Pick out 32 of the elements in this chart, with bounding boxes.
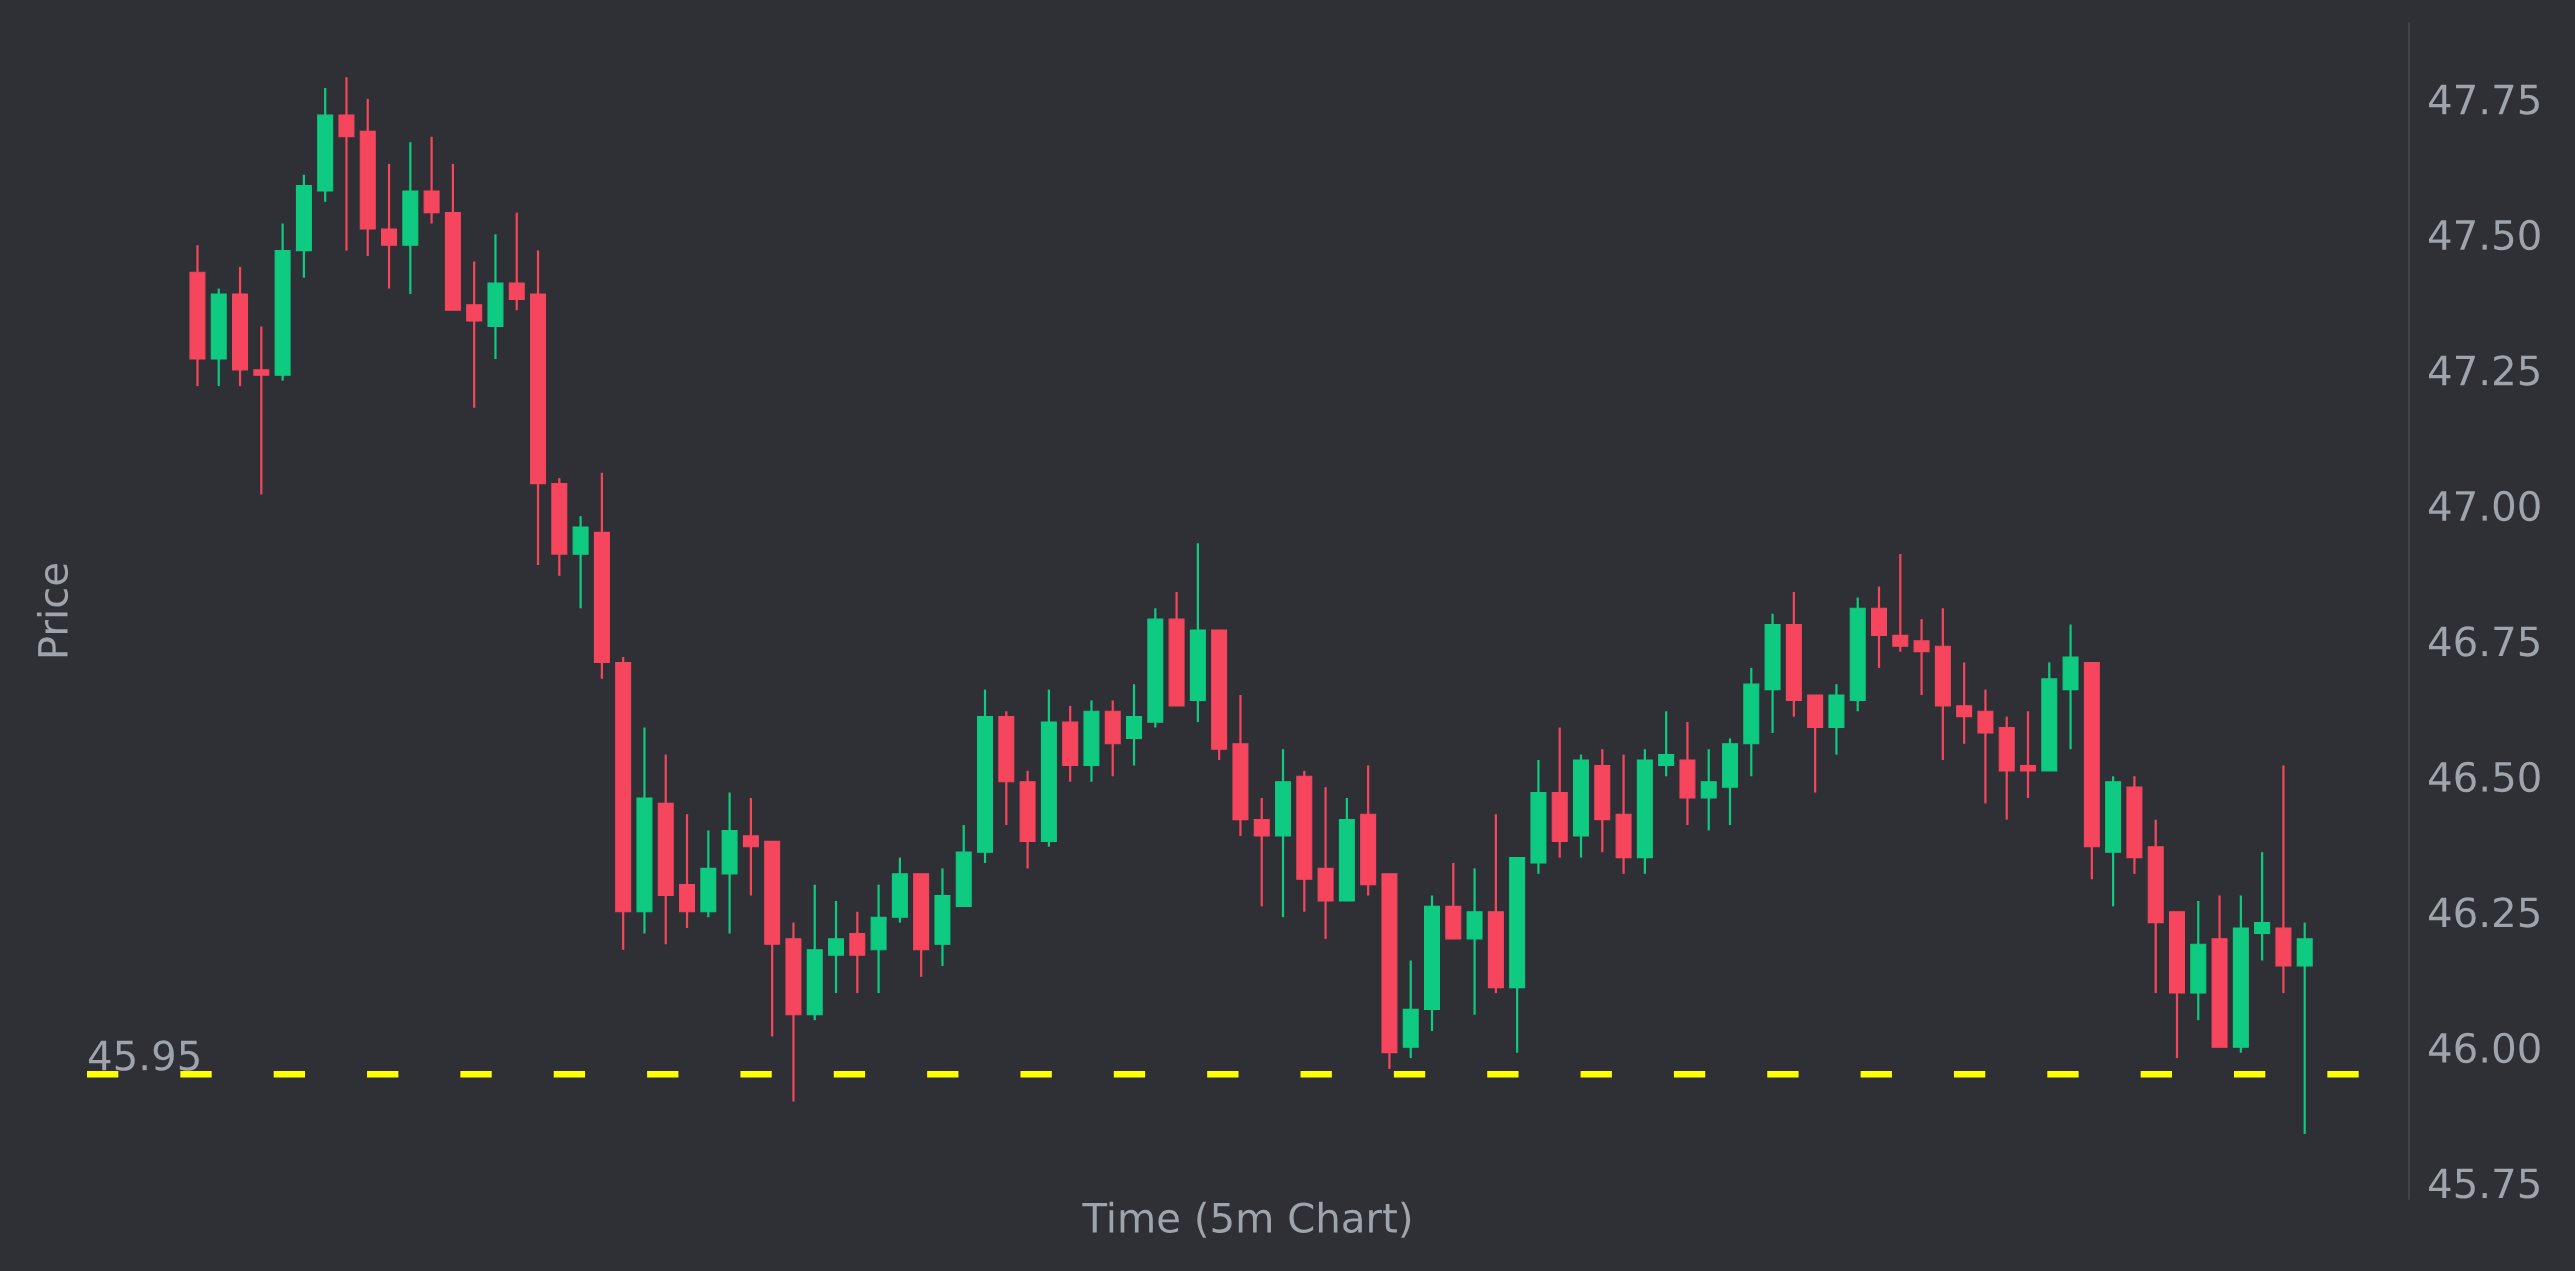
ref-line-label: 45.95 bbox=[88, 1040, 199, 1071]
candlestick bbox=[828, 899, 845, 995]
candlestick bbox=[253, 325, 270, 496]
candlestick bbox=[1126, 683, 1143, 767]
candlestick bbox=[1892, 552, 1909, 653]
y-tick-label: 47.00 bbox=[2429, 490, 2540, 522]
y-tick-label: 47.25 bbox=[2429, 355, 2539, 386]
candlestick bbox=[2296, 921, 2313, 1136]
y-tick-label: 46.00 bbox=[2429, 1032, 2540, 1064]
y-tick-label: 46.75 bbox=[2429, 626, 2539, 657]
y-tick-label: 47.75 bbox=[2429, 84, 2539, 115]
candlestick bbox=[423, 135, 440, 225]
x-axis-title: Time (5m Chart) bbox=[1082, 1201, 1411, 1238]
candlestick bbox=[1913, 618, 1930, 697]
candlestick bbox=[2019, 710, 2037, 800]
y-tick-label: 45.75 bbox=[2429, 1168, 2539, 1199]
candlestick bbox=[338, 76, 355, 252]
candlestick bbox=[381, 162, 398, 290]
y-tick-label: 47.50 bbox=[2429, 219, 2540, 251]
candlestick bbox=[1956, 661, 1973, 745]
y-tick-label: 46.25 bbox=[2429, 897, 2539, 928]
candlestick bbox=[1977, 688, 1994, 805]
candlestick bbox=[508, 211, 525, 312]
candlestick bbox=[1658, 710, 1675, 778]
candlestick bbox=[849, 910, 866, 995]
candlestick bbox=[2254, 851, 2271, 962]
candlestick bbox=[1253, 796, 1270, 908]
candlestick bbox=[742, 796, 759, 897]
candlestick bbox=[1700, 748, 1717, 832]
candlestick bbox=[466, 260, 483, 409]
y-tick-label: 46.50 bbox=[2429, 761, 2540, 793]
y-axis-title: Price bbox=[36, 564, 69, 657]
